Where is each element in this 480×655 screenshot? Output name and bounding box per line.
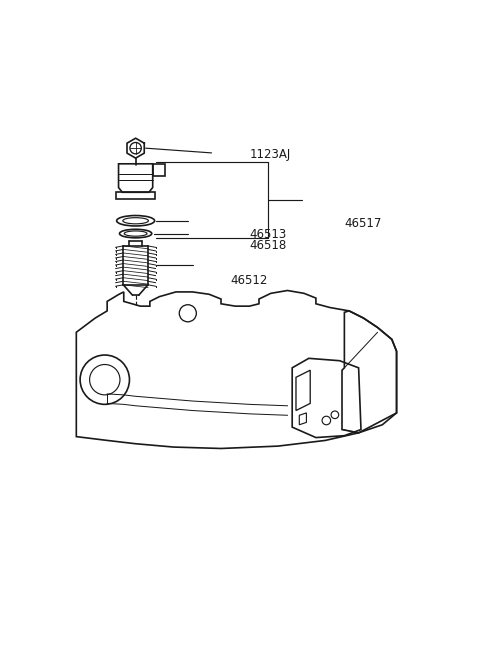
Text: 46513: 46513 [250,229,287,242]
Text: 46512: 46512 [230,274,268,286]
Text: 1123AJ: 1123AJ [250,148,291,161]
Text: 46517: 46517 [344,217,382,230]
Text: 46518: 46518 [250,239,287,252]
